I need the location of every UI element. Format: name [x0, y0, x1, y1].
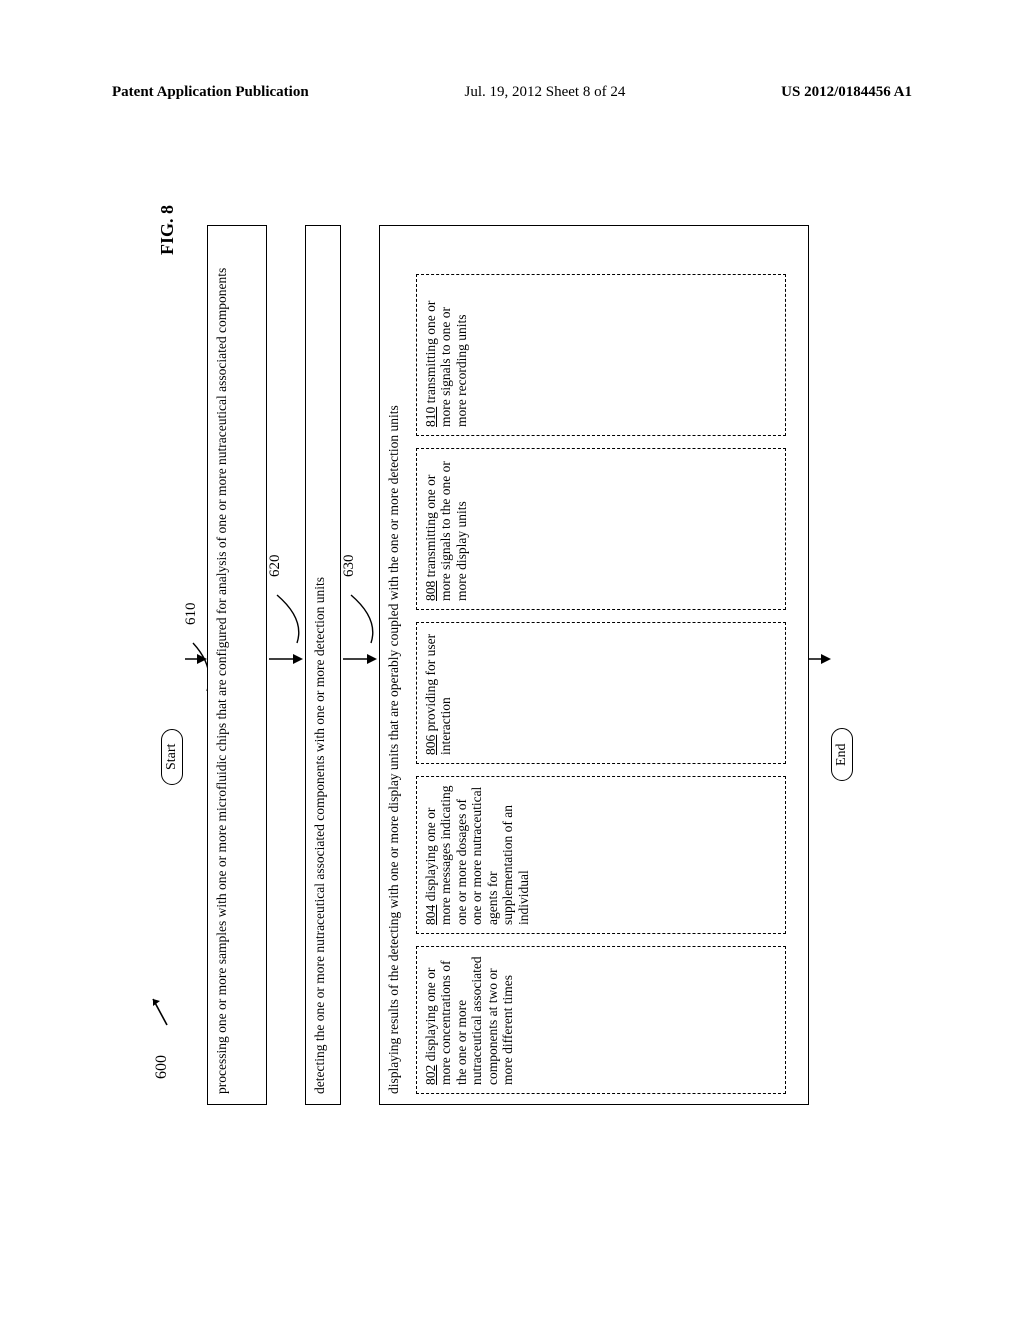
arrow-610-to-620-icon: [269, 649, 305, 669]
arrow-630-to-end-icon: [809, 649, 833, 669]
ref-600-label: 600: [153, 1055, 171, 1079]
arrow-620-to-630-icon: [343, 649, 379, 669]
header-right: US 2012/0184456 A1: [781, 84, 912, 101]
step-630-intro: displaying results of the detecting with…: [386, 236, 402, 1094]
diagram-canvas: 600 FIG. 8 Start 610 processing one or m…: [147, 195, 877, 1123]
ref-620-leader-icon: [271, 575, 303, 645]
figure-label: FIG. 8: [157, 205, 178, 255]
ref-600-text: 600: [153, 1055, 170, 1079]
header-center: Jul. 19, 2012 Sheet 8 of 24: [465, 84, 626, 101]
step-620-text: detecting the one or more nutraceutical …: [312, 577, 327, 1094]
opt-804-ref: 804: [423, 905, 438, 925]
opt-810-ref: 810: [423, 407, 438, 427]
opt-810-box: 810 transmitting one or more signals to …: [416, 274, 786, 436]
opt-804-box: 804 displaying one or more messages indi…: [416, 776, 786, 934]
header-left: Patent Application Publication: [112, 84, 309, 101]
step-610-text: processing one or more samples with one …: [214, 268, 229, 1094]
opt-806-ref: 806: [423, 735, 438, 755]
page: Patent Application Publication Jul. 19, …: [0, 0, 1024, 1320]
ref-620-label: 620: [267, 555, 284, 578]
step-620-box: detecting the one or more nutraceutical …: [305, 225, 341, 1105]
opt-804-text: displaying one or more messages indicati…: [423, 786, 531, 925]
step-630-box: displaying results of the detecting with…: [379, 225, 809, 1105]
opt-808-ref: 808: [423, 581, 438, 601]
ref-600-arrow-icon: [147, 985, 173, 1029]
opt-808-text: transmitting one or more signals to the …: [423, 461, 469, 601]
step-610-box: processing one or more samples with one …: [207, 225, 267, 1105]
diagram-viewport: 600 FIG. 8 Start 610 processing one or m…: [147, 195, 877, 1123]
start-terminator: Start: [161, 729, 183, 785]
optional-substeps-row: 802 displaying one or more concentration…: [410, 236, 786, 1094]
ref-630-label: 630: [341, 555, 358, 578]
opt-808-box: 808 transmitting one or more signals to …: [416, 448, 786, 610]
opt-802-box: 802 displaying one or more concentration…: [416, 946, 786, 1094]
opt-802-ref: 802: [423, 1065, 438, 1085]
ref-630-leader-icon: [345, 575, 377, 645]
opt-806-box: 806 providing for user interaction: [416, 622, 786, 764]
page-header: Patent Application Publication Jul. 19, …: [0, 84, 1024, 101]
end-terminator: End: [831, 728, 853, 781]
ref-610-label: 610: [183, 603, 200, 626]
